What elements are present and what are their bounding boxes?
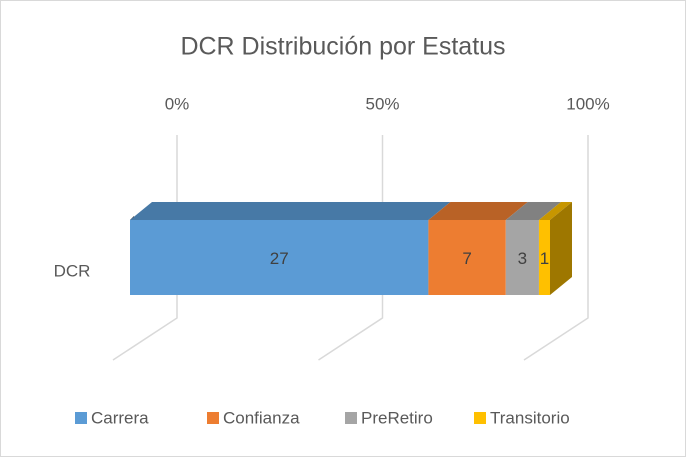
x-tick-label: 0% (165, 94, 190, 113)
bar-front (505, 220, 539, 295)
bar-side (550, 202, 572, 295)
legend-label: Carrera (91, 408, 149, 427)
grid-line (523, 135, 589, 361)
grid-line (318, 135, 384, 361)
x-tick-label: 100% (566, 94, 609, 113)
bar-top (428, 202, 528, 220)
legend-swatch (345, 412, 357, 424)
legend-swatch (474, 412, 486, 424)
data-label: 1 (540, 249, 549, 268)
bar-top (130, 202, 451, 220)
bar-front (130, 220, 429, 295)
legend-swatch (207, 412, 219, 424)
bar-segment (428, 202, 528, 295)
legend-label: PreRetiro (361, 408, 433, 427)
bar-segment (130, 202, 451, 295)
bar-segment (538, 202, 572, 295)
data-label: 27 (270, 249, 289, 268)
data-label: 3 (518, 249, 527, 268)
x-tick-label: 50% (365, 94, 399, 113)
bar-segment (505, 202, 561, 295)
grid-line (112, 135, 178, 361)
legend-swatch (75, 412, 87, 424)
legend-label: Confianza (223, 408, 300, 427)
bar-top (505, 202, 561, 220)
bar-top (538, 202, 572, 220)
y-tick-label: DCR (54, 261, 91, 280)
bar-front (538, 220, 550, 295)
bar-front (428, 220, 506, 295)
legend-label: Transitorio (490, 408, 570, 427)
data-label: 7 (462, 249, 471, 268)
chart-title: DCR Distribución por Estatus (180, 33, 505, 61)
